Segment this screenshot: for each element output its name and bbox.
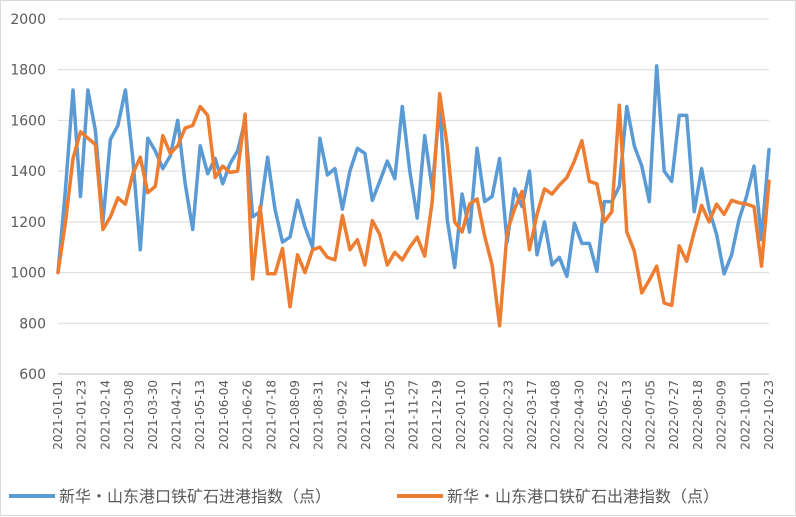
x-tick-label: 2022-02-01 [478,380,492,450]
x-axis-ticks: 2021-01-01 2021-01-23 2021-02-14 2021-03-08… [51,380,776,450]
y-axis-ticks: 600 800 1000 1200 1400 1600 1800 2000 [10,12,46,383]
x-tick-label: 2022-07-27 [667,380,681,450]
x-tick-label: 2021-11-05 [383,380,397,450]
series-line-outbound [56,92,771,328]
y-tick-label: 1000 [10,266,46,282]
x-tick-label: 2022-07-05 [644,380,658,450]
x-tick-label: 2021-08-31 [312,380,326,450]
y-tick-label: 2000 [10,12,46,28]
x-tick-label: 2022-01-10 [454,380,468,450]
legend: 新华・山东港口铁矿石进港指数（点） 新华・山东港口铁矿石出港指数（点） [9,487,719,506]
y-tick-label: 1400 [10,164,46,180]
x-tick-label: 2021-04-21 [170,380,184,450]
x-tick-label: 2021-09-22 [335,380,349,450]
x-tick-label: 2021-12-19 [430,380,444,450]
x-tick-label: 2022-04-30 [572,380,586,450]
y-tick-label: 1600 [10,113,46,129]
series-lines [56,64,771,328]
y-tick-label: 1200 [10,215,46,231]
x-tick-label: 2021-06-26 [241,380,255,450]
y-tick-label: 800 [19,316,46,332]
x-tick-label: 2022-09-09 [715,380,729,450]
x-tick-label: 2021-07-18 [264,380,278,450]
x-tick-label: 2021-11-27 [407,380,421,450]
y-tick-label: 600 [19,367,46,383]
x-tick-label: 2021-03-30 [146,380,160,450]
x-tick-label: 2021-02-14 [98,380,112,450]
x-tick-label: 2021-08-09 [288,380,302,450]
x-tick-label: 2022-06-13 [620,380,634,450]
x-tick-label: 2021-03-08 [122,380,136,450]
x-tick-label: 2022-10-01 [738,380,752,450]
x-tick-label: 2022-02-23 [501,380,515,450]
x-tick-label: 2021-10-14 [359,380,373,450]
series-line-inbound [56,64,771,279]
x-tick-label: 2022-05-22 [596,380,610,450]
x-tick-label: 2022-10-23 [762,380,776,450]
x-tick-label: 2021-01-01 [51,380,65,450]
y-tick-label: 1800 [10,63,46,79]
x-tick-label: 2021-05-13 [193,380,207,450]
x-tick-label: 2022-08-18 [691,380,705,450]
legend-label-inbound: 新华・山东港口铁矿石进港指数（点） [59,487,331,506]
x-tick-label: 2021-01-23 [75,380,89,450]
legend-label-outbound: 新华・山东港口铁矿石出港指数（点） [447,487,719,506]
x-tick-label: 2022-03-17 [525,380,539,450]
x-tick-label: 2021-06-04 [217,380,231,450]
x-tick-label: 2022-04-08 [549,380,563,450]
